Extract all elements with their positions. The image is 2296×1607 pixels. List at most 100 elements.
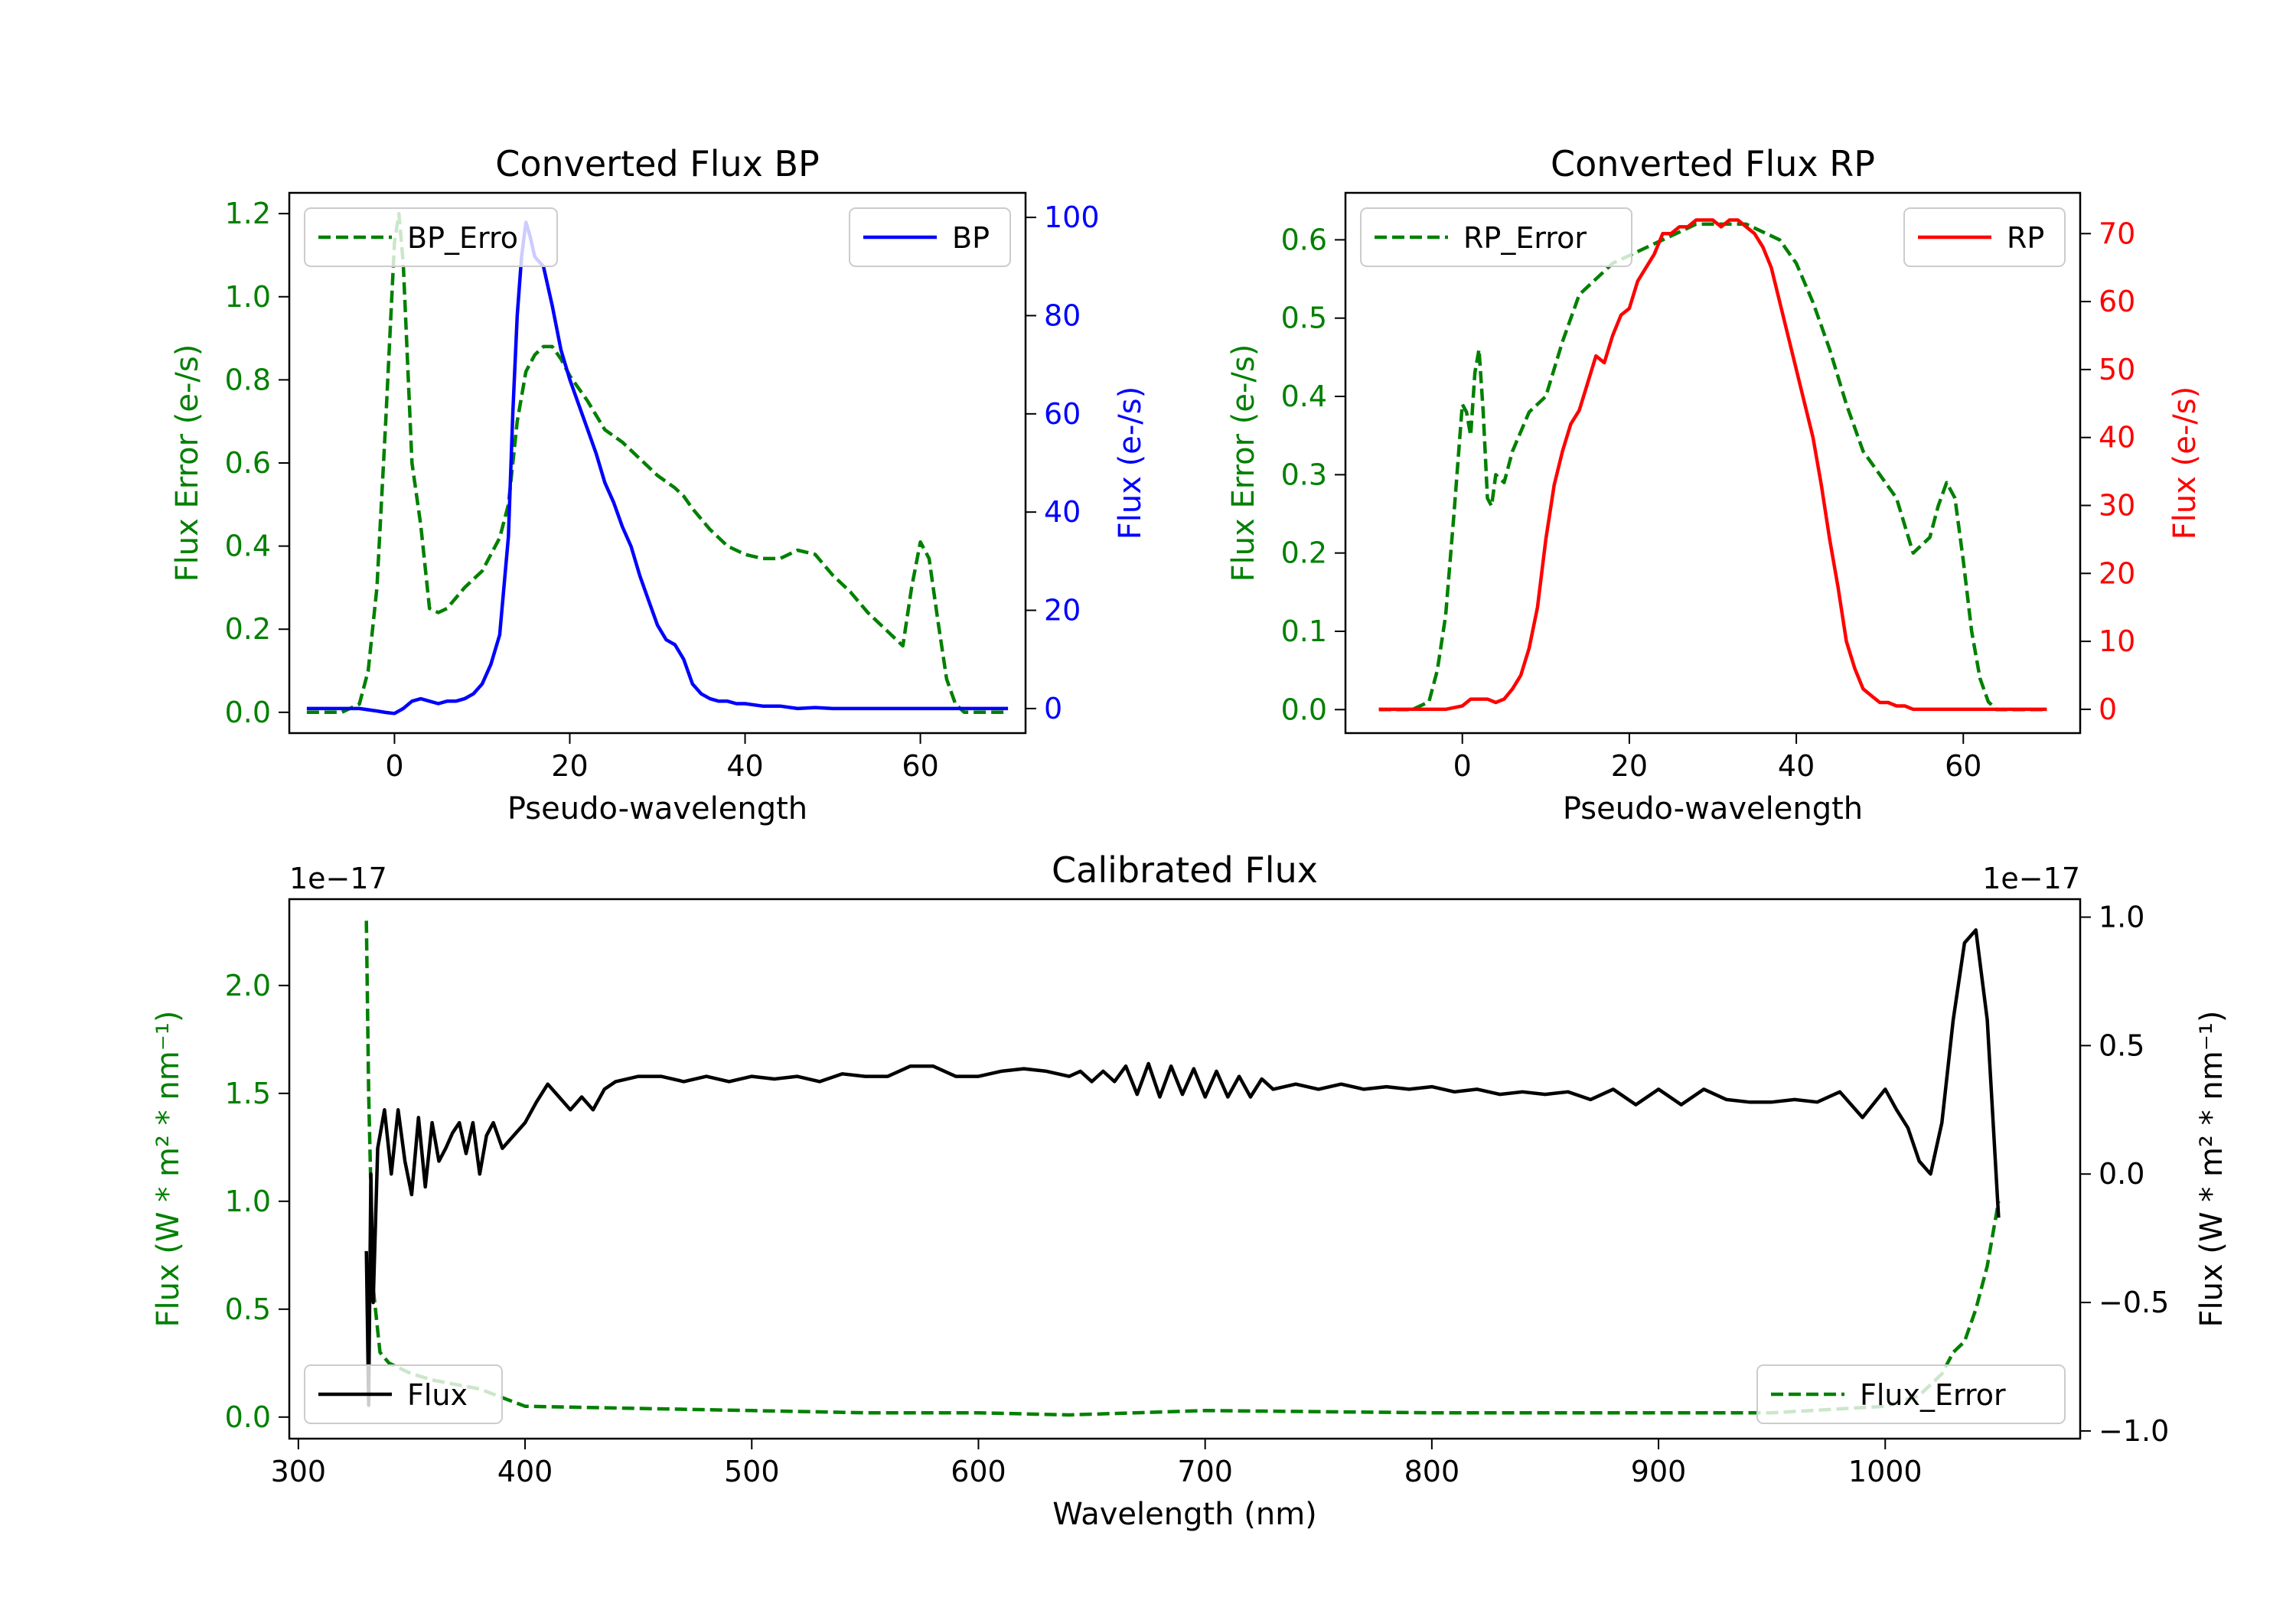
- calibrated-xtick-label: 1000: [1848, 1455, 1923, 1488]
- bp-ytick-left-label: 1.2: [225, 197, 271, 230]
- bp-ytick-right-label: 60: [1044, 397, 1081, 431]
- rp-ytick-left-label: 0.0: [1281, 693, 1327, 726]
- calibrated-ytick-right-label: −1.0: [2099, 1414, 2169, 1448]
- rp-ytick-left-label: 0.2: [1281, 536, 1327, 570]
- bp-ytick-left-label: 0.0: [225, 696, 271, 729]
- bp-ytick-right-label: 0: [1044, 692, 1062, 725]
- bp-ytick-right-label: 80: [1044, 298, 1081, 332]
- bp-chart: Converted Flux BP 0 20 40 60 0.0 0.2 0.4 0.6 0.8 1…: [170, 143, 1148, 826]
- calibrated-ytick-right-label: 0.5: [2099, 1028, 2144, 1062]
- rp-ylabel-left: Flux Error (e-/s): [1226, 344, 1261, 582]
- rp-legend-error: RP_Error: [1360, 207, 1632, 267]
- legend-label: BP_Erro: [407, 221, 518, 255]
- rp-ytick-right-label: 0: [2099, 693, 2117, 726]
- legend-label: BP: [952, 221, 990, 255]
- bp-ytick-left-label: 0.4: [225, 530, 271, 563]
- calibrated-ylabel-left: Flux (W * m² * nm⁻¹): [151, 1011, 186, 1328]
- bp-ytick-left-label: 0.6: [225, 446, 271, 480]
- bp-line-bp: [306, 220, 1009, 715]
- rp-xtick-label: 20: [1611, 749, 1648, 783]
- bp-xtick-label: 0: [385, 749, 403, 783]
- calibrated-offset-left: 1e−17: [289, 862, 387, 895]
- rp-chart: Converted Flux RP 0 20 40 60 0.0 0.1 0.2 0.3 0.4 0…: [1226, 143, 2203, 826]
- calibrated-chart: Calibrated Flux 300 400 500 600 700 800 900 1000…: [151, 849, 2229, 1532]
- rp-ytick-right-label: 20: [2099, 556, 2135, 590]
- rp-ytick-right-label: 70: [2099, 217, 2135, 250]
- calibrated-xtick-label: 600: [951, 1455, 1006, 1488]
- bp-legend-error: BP_Erro: [304, 207, 558, 267]
- bp-ytick-right-label: 40: [1044, 495, 1081, 529]
- rp-xtick-label: 40: [1778, 749, 1815, 783]
- bp-ytick-left-label: 0.8: [225, 363, 271, 396]
- legend-box: [1756, 1364, 2066, 1424]
- bp-ytick-right-label: 20: [1044, 594, 1081, 627]
- legend-box: [1360, 207, 1632, 267]
- bp-frame: [288, 191, 1027, 735]
- calibrated-ytick-left-label: 2.0: [225, 969, 271, 1002]
- calibrated-xtick-label: 300: [271, 1455, 327, 1488]
- calibrated-ytick-left-label: 0.5: [225, 1292, 271, 1326]
- calibrated-line-flux-error: [364, 921, 2001, 1417]
- rp-line-rp-error: [1378, 222, 2047, 712]
- bp-xtick-label: 40: [726, 749, 763, 783]
- rp-xtick-label: 60: [1945, 749, 1981, 783]
- calibrated-ylabel-right: Flux (W * m² * nm⁻¹): [2194, 1011, 2229, 1328]
- rp-series: [1378, 218, 2047, 712]
- rp-ytick-right-label: 10: [2099, 624, 2135, 658]
- legend-label: RP: [2007, 221, 2044, 255]
- calibrated-ytick-left-label: 0.0: [225, 1400, 271, 1434]
- calibrated-series: [364, 921, 2001, 1417]
- calibrated-legend-flux: Flux: [304, 1364, 503, 1424]
- bp-series: [306, 211, 1009, 715]
- bp-xtick-label: 20: [551, 749, 588, 783]
- calibrated-xtick-label: 800: [1404, 1455, 1460, 1488]
- rp-xlabel: Pseudo-wavelength: [1563, 791, 1863, 826]
- legend-box: [304, 207, 558, 267]
- bp-title: Converted Flux BP: [495, 143, 820, 184]
- calibrated-title: Calibrated Flux: [1052, 849, 1318, 891]
- bp-legend-flux: BP: [849, 207, 1011, 267]
- legend-box: [304, 1364, 503, 1424]
- legend-label: Flux: [407, 1378, 468, 1412]
- bp-ylabel-right: Flux (e-/s): [1113, 386, 1148, 539]
- calibrated-ytick-left-label: 1.5: [225, 1077, 271, 1110]
- rp-ytick-left-label: 0.3: [1281, 458, 1327, 491]
- bp-xlabel: Pseudo-wavelength: [507, 791, 807, 826]
- rp-line-rp: [1378, 218, 2047, 712]
- calibrated-frame: [288, 898, 2082, 1440]
- calibrated-line-flux: [364, 928, 2001, 1407]
- rp-ytick-left-label: 0.1: [1281, 614, 1327, 648]
- calibrated-ytick-right-label: −0.5: [2099, 1286, 2169, 1319]
- calibrated-xtick-label: 400: [497, 1455, 553, 1488]
- rp-ytick-right-label: 40: [2099, 421, 2135, 455]
- bp-ylabel-left: Flux Error (e-/s): [170, 344, 205, 582]
- calibrated-ytick-right-label: 1.0: [2099, 901, 2144, 934]
- rp-ytick-left-label: 0.4: [1281, 380, 1327, 413]
- rp-ytick-right-label: 50: [2099, 353, 2135, 386]
- bp-ytick-right-label: 100: [1044, 200, 1100, 234]
- calibrated-xtick-label: 500: [724, 1455, 780, 1488]
- bp-ytick-left-label: 0.2: [225, 612, 271, 646]
- calibrated-xtick-label: 700: [1177, 1455, 1233, 1488]
- rp-ytick-left-label: 0.6: [1281, 223, 1327, 256]
- rp-legend-flux: RP: [1903, 207, 2066, 267]
- bp-xtick-label: 60: [902, 749, 938, 783]
- calibrated-xtick-label: 900: [1631, 1455, 1687, 1488]
- calibrated-ytick-left-label: 1.0: [225, 1185, 271, 1218]
- calibrated-ytick-right-label: 0.0: [2099, 1157, 2144, 1191]
- legend-label: RP_Error: [1463, 221, 1587, 255]
- legend-label: Flux_Error: [1860, 1378, 2006, 1412]
- bp-ytick-left-label: 1.0: [225, 280, 271, 314]
- calibrated-offset-right: 1e−17: [1982, 862, 2080, 895]
- rp-ytick-left-label: 0.5: [1281, 302, 1327, 335]
- bp-line-bp-error: [306, 211, 1009, 715]
- calibrated-xlabel: Wavelength (nm): [1052, 1497, 1317, 1532]
- rp-title: Converted Flux RP: [1551, 143, 1875, 184]
- rp-ylabel-right: Flux (e-/s): [2167, 386, 2203, 539]
- rp-frame: [1344, 191, 2082, 735]
- rp-xtick-label: 0: [1453, 749, 1472, 783]
- rp-ytick-right-label: 60: [2099, 285, 2135, 318]
- rp-ytick-right-label: 30: [2099, 489, 2135, 523]
- calibrated-legend-flux-error: Flux_Error: [1756, 1364, 2066, 1424]
